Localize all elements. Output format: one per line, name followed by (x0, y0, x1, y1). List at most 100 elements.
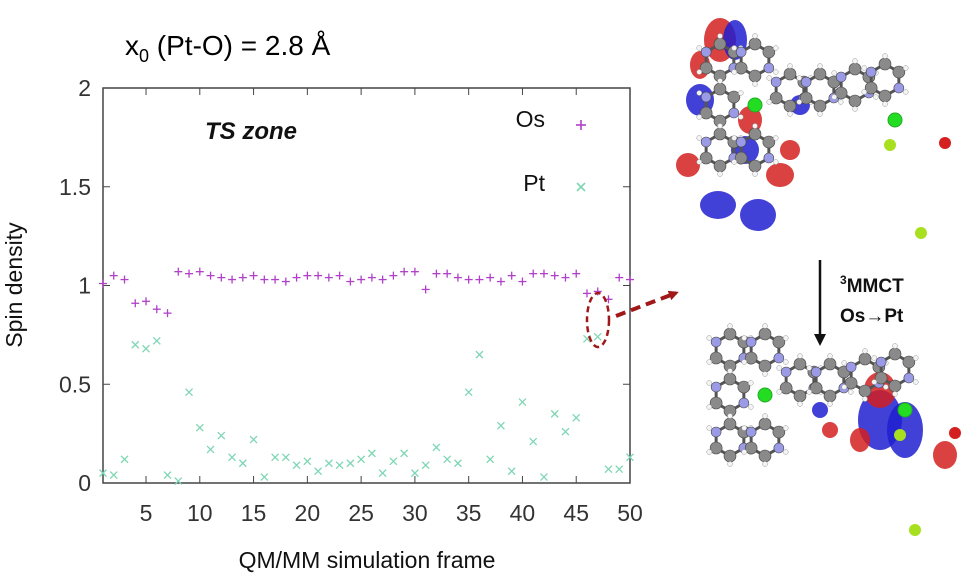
data-point-pt (357, 455, 366, 464)
hydrogen-atom (871, 355, 877, 361)
hydrogen-atom (731, 45, 737, 51)
data-point-pt (432, 443, 441, 452)
data-point-os (410, 267, 419, 276)
axis-ticks (103, 87, 631, 484)
legend-marker-os (576, 120, 586, 130)
hydrogen-atom (783, 425, 789, 431)
atom (758, 449, 772, 463)
legend-marker-pt (576, 182, 586, 192)
transition-label-line1: 3MMCT (840, 273, 904, 297)
atom (734, 61, 748, 75)
data-point-pt (486, 455, 495, 464)
highlight-arrow (615, 290, 679, 318)
data-point-pt (335, 461, 344, 470)
orbital-lobe (933, 441, 957, 469)
atom (809, 381, 823, 395)
series-pt (99, 332, 634, 485)
atom (748, 37, 762, 51)
data-point-os (464, 275, 473, 284)
atom (813, 67, 827, 81)
atom (763, 62, 775, 74)
legend: Os Pt (516, 106, 586, 196)
data-point-pt (206, 445, 215, 454)
x-tick-label: 5 (140, 500, 153, 526)
atom (835, 71, 847, 83)
atom (713, 127, 727, 141)
atom (745, 426, 757, 438)
atom (723, 417, 737, 431)
hydrogen-atom (741, 359, 747, 365)
hydrogen-atom (706, 449, 712, 455)
atom (865, 66, 877, 78)
data-point-os (518, 277, 527, 286)
atom (737, 380, 751, 394)
atom (713, 37, 727, 51)
x-tick-label: 15 (241, 500, 267, 526)
oxygen-atom (949, 427, 961, 439)
data-point-os (99, 279, 107, 288)
data-point-os (163, 309, 172, 318)
hydrogen-atom (783, 359, 789, 365)
legend-label-os: Os (516, 106, 545, 132)
data-point-pt (615, 465, 624, 474)
data-point-os (367, 273, 376, 282)
orbital-lobe (766, 163, 794, 187)
atom (744, 351, 758, 365)
data-point-pt (593, 332, 602, 341)
orbital-lobe (812, 402, 828, 418)
x-tick-label: 25 (348, 500, 374, 526)
data-point-os (314, 271, 323, 280)
hydrogen-atom (817, 63, 823, 69)
data-point-pt (518, 398, 527, 406)
legend-label-pt: Pt (523, 170, 545, 196)
data-point-os (496, 277, 505, 286)
data-point-os (346, 277, 355, 286)
hydrogen-atom (806, 389, 812, 395)
data-point-os (475, 275, 484, 284)
hydrogen-atom (796, 75, 802, 81)
atom (770, 76, 782, 88)
atom (892, 65, 906, 79)
hydrogen-atom (752, 81, 758, 87)
data-point-pt (550, 409, 559, 418)
hydrogen-atom (838, 99, 844, 105)
atom (710, 381, 722, 393)
data-point-os (561, 273, 570, 282)
hydrogen-atom (827, 401, 833, 407)
atom (713, 159, 727, 173)
data-point-os (174, 267, 183, 276)
data-point-os (131, 299, 140, 308)
data-point-os (303, 271, 312, 280)
hydrogen-atom (841, 360, 847, 366)
data-point-os (389, 271, 398, 280)
hydrogen-atom (882, 53, 888, 59)
atom (902, 355, 916, 369)
atom (758, 359, 772, 373)
hydrogen-atom (696, 90, 702, 96)
atom (772, 335, 786, 349)
atom (844, 376, 858, 390)
data-point-os (260, 275, 269, 284)
data-point-os (292, 273, 301, 282)
atom (848, 62, 862, 76)
data-point-os (453, 273, 462, 282)
chlorine-atom (894, 429, 906, 441)
hydrogen-atom (727, 413, 733, 419)
hydrogen-atom (862, 396, 868, 402)
hydrogen-atom (706, 380, 712, 386)
atom (858, 352, 872, 366)
hydrogen-atom (752, 171, 758, 177)
hydrogen-atom (783, 335, 789, 341)
data-point-pt (131, 340, 140, 349)
hydrogen-atom (706, 359, 712, 365)
hydrogen-atom (762, 371, 768, 377)
highlight-ellipse (585, 291, 611, 349)
orbital-lobe (740, 199, 776, 231)
atom (763, 152, 775, 164)
hydrogen-atom (766, 75, 772, 81)
data-point-pt (260, 473, 269, 482)
hydrogen-atom (738, 90, 744, 96)
x-tick-label: 50 (617, 500, 643, 526)
hydrogen-atom (892, 343, 898, 349)
